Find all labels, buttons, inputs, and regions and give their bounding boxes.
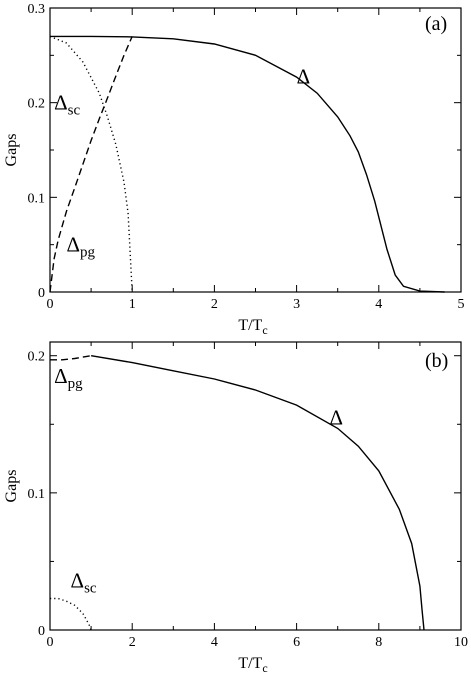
- plot-frame: [49, 341, 462, 631]
- x-axis-label-sub: c: [262, 323, 267, 337]
- series-annotation-delta: Δ: [329, 405, 343, 429]
- series-annotation-pg: Δpg: [66, 232, 95, 260]
- series-line-delta: [90, 355, 425, 631]
- x-axis-label: T/Tc: [238, 317, 267, 337]
- annotation-subscript: sc: [84, 580, 97, 596]
- series-annotation-delta: Δ: [297, 65, 311, 89]
- series-line-delta: [50, 35, 445, 293]
- panel-label: (b): [425, 350, 448, 372]
- series-line-delta-pg: [50, 355, 92, 361]
- annotation-symbol: Δ: [329, 405, 343, 429]
- y-tick-label: 0.2: [28, 350, 46, 365]
- x-tick-label: 6: [293, 635, 300, 650]
- plot-frame: [49, 7, 462, 293]
- series-annotation-pg: Δpg: [54, 364, 83, 392]
- annotation-symbol: Δ: [297, 65, 311, 89]
- series-line-delta-sc: [49, 35, 133, 293]
- x-axis-label-main: T/T: [238, 655, 262, 672]
- x-tick-label: 2: [129, 635, 136, 650]
- annotation-subscript: sc: [68, 102, 81, 118]
- x-tick-label: 1: [129, 297, 136, 312]
- x-tick-label: 2: [211, 297, 218, 312]
- y-tick-label: 0.2: [28, 97, 46, 112]
- annotation-subscript: pg: [68, 376, 84, 392]
- x-axis-label-main: T/T: [238, 317, 262, 334]
- x-tick-label: 3: [293, 297, 300, 312]
- annotation-symbol: Δ: [54, 90, 68, 114]
- series-line-delta-pg: [49, 36, 133, 293]
- y-tick-label: 0.3: [28, 2, 46, 17]
- annotation-symbol: Δ: [54, 364, 68, 388]
- x-axis-label: T/Tc: [238, 655, 267, 674]
- x-tick-label: 4: [375, 297, 382, 312]
- series-annotation-sc: Δsc: [54, 90, 80, 118]
- annotation-symbol: Δ: [66, 232, 80, 256]
- x-tick-label: 0: [47, 635, 54, 650]
- panel-label: (a): [425, 13, 447, 35]
- x-tick-label: 5: [458, 297, 465, 312]
- series-line-delta-sc: [50, 597, 92, 631]
- x-tick-label: 4: [211, 635, 218, 650]
- annotation-subscript: pg: [80, 244, 96, 260]
- annotation-symbol: Δ: [71, 568, 85, 592]
- y-tick-label: 0: [38, 624, 45, 639]
- x-tick-label: 10: [454, 635, 468, 650]
- x-tick-label: 8: [375, 635, 382, 650]
- x-axis-label-sub: c: [262, 661, 267, 674]
- x-tick-label: 0: [47, 297, 54, 312]
- y-axis-label: Gaps: [3, 134, 20, 167]
- y-axis-label: Gaps: [3, 470, 20, 503]
- series-annotation-sc: Δsc: [71, 568, 97, 596]
- y-tick-label: 0.1: [28, 487, 46, 502]
- y-tick-label: 0: [38, 286, 45, 301]
- y-tick-label: 0.1: [28, 191, 46, 206]
